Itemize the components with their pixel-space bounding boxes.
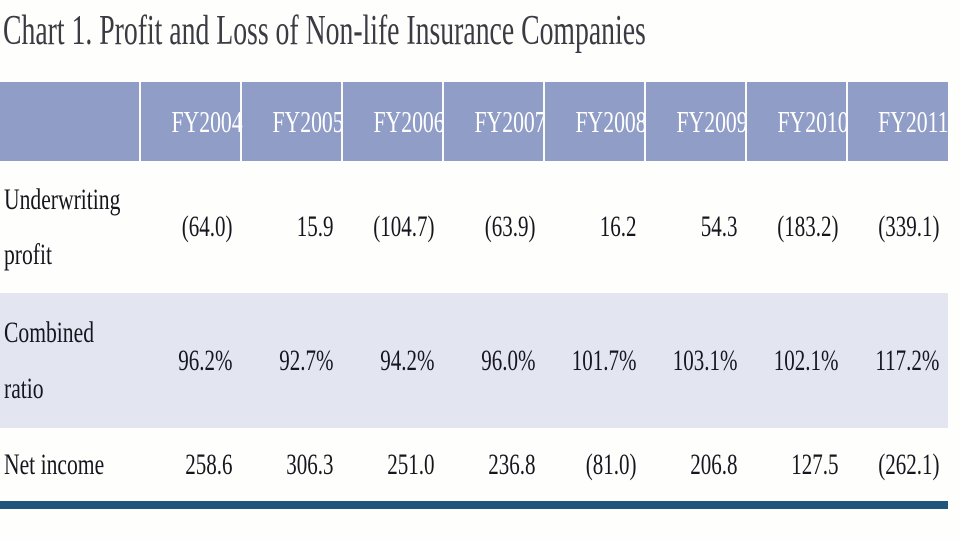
table-cell: (81.0) <box>544 428 645 505</box>
table-cell-value: 117.2% <box>875 343 939 377</box>
column-header-label: FY2005 <box>272 103 344 139</box>
table-cell-value: 101.7% <box>571 343 637 377</box>
row-label-text: Underwriting profit <box>4 172 120 283</box>
table-cell: (63.9) <box>443 161 544 293</box>
table-cell-value: (63.9) <box>484 210 535 243</box>
table-cell: 92.7% <box>241 293 342 428</box>
table-cell: 101.7% <box>544 293 645 428</box>
table-cell-value: (183.2) <box>776 210 838 243</box>
table-cell: 206.8 <box>645 428 746 505</box>
table-cell-value: 306.3 <box>285 447 333 481</box>
table-cell: (183.2) <box>746 161 847 293</box>
table-row: Net income 258.6 306.3 251.0 236.8 (81.0) 206.… <box>0 428 948 505</box>
table-row: Underwriting profit (64.0) 15.9 (104.7) (63.9… <box>0 161 948 293</box>
column-header-6: FY2010 <box>746 82 849 161</box>
table-cell: 16.2 <box>544 161 645 293</box>
column-header-4: FY2008 <box>544 82 647 161</box>
table-cell: 54.3 <box>645 161 746 293</box>
row-label: Net income <box>0 428 140 505</box>
table-cell-value: 96.0% <box>480 343 535 377</box>
table-cell-value: (262.1) <box>877 447 939 481</box>
table-row: Combined ratio 96.2% 92.7% 94.2% 96.0% 101.7% 1… <box>0 293 948 428</box>
table-cell-value: 92.7% <box>278 343 333 377</box>
table-cell: 15.9 <box>241 161 342 293</box>
column-header-label: FY2006 <box>373 103 445 139</box>
row-label-line: profit <box>4 238 52 271</box>
table-cell: 96.2% <box>140 293 241 428</box>
column-header-label: FY2008 <box>575 103 647 139</box>
table-cell-value: 15.9 <box>296 210 333 243</box>
table-cell-value: 94.2% <box>379 343 434 377</box>
column-header-7: FY2011 <box>847 82 948 161</box>
table-cell-value: 236.8 <box>487 447 535 481</box>
table-cell-value: 127.5 <box>790 447 838 481</box>
table-cell-value: (339.1) <box>877 210 939 243</box>
table-cell-value: 96.2% <box>177 343 232 377</box>
column-header-label: FY2011 <box>878 103 949 139</box>
table-cell-value: 54.3 <box>700 210 737 243</box>
table-cell-value: (64.0) <box>181 210 232 243</box>
column-header-label: FY2007 <box>474 103 546 139</box>
table-corner-cell <box>0 82 141 161</box>
column-header-2: FY2006 <box>342 82 445 161</box>
page-title: Chart 1. Profit and Loss of Non-life Ins… <box>3 7 960 59</box>
table-cell-value: 102.1% <box>773 343 839 377</box>
table-cell: (339.1) <box>847 161 948 293</box>
table-cell: 103.1% <box>645 293 746 428</box>
table-header-row: FY2004 FY2005 FY2006 FY2007 FY2008 FY2009 FY20… <box>0 82 948 161</box>
table-cell: 102.1% <box>746 293 847 428</box>
table-cell-value: 251.0 <box>386 447 434 481</box>
profit-loss-table: FY2004 FY2005 FY2006 FY2007 FY2008 FY2009 FY20… <box>0 82 948 509</box>
page-title-text: Chart 1. Profit and Loss of Non-life Ins… <box>3 8 646 54</box>
table-cell: 117.2% <box>847 293 948 428</box>
column-header-label: FY2009 <box>676 103 748 139</box>
table-cell-value: 103.1% <box>672 343 738 377</box>
table-cell: 236.8 <box>443 428 544 505</box>
row-label: Underwriting profit <box>0 161 140 293</box>
row-label-line: ratio <box>4 371 44 405</box>
column-header-5: FY2009 <box>645 82 748 161</box>
table-cell: 306.3 <box>241 428 342 505</box>
table-cell: (64.0) <box>140 161 241 293</box>
table-cell: 127.5 <box>746 428 847 505</box>
table-cell: 251.0 <box>342 428 443 505</box>
column-header-0: FY2004 <box>140 82 243 161</box>
table-cell-value: 206.8 <box>689 447 737 481</box>
table-cell: 94.2% <box>342 293 443 428</box>
row-label-text: Combined ratio <box>4 305 94 416</box>
column-header-label: FY2010 <box>777 103 849 139</box>
table-cell-value: 258.6 <box>184 447 232 481</box>
table-cell: 258.6 <box>140 428 241 505</box>
column-header-3: FY2007 <box>443 82 546 161</box>
row-label-line: Combined <box>4 316 94 349</box>
table-cell-value: (81.0) <box>585 447 636 481</box>
row-label-text: Net income <box>4 437 104 493</box>
table-cell-value: (104.7) <box>372 210 434 243</box>
table-cell: 96.0% <box>443 293 544 428</box>
column-header-1: FY2005 <box>241 82 344 161</box>
table-cell: (104.7) <box>342 161 443 293</box>
table-cell: (262.1) <box>847 428 948 505</box>
document-page: Chart 1. Profit and Loss of Non-life Ins… <box>0 7 960 540</box>
table-cell-value: 16.2 <box>599 210 636 243</box>
row-label: Combined ratio <box>0 293 140 428</box>
column-header-label: FY2004 <box>171 103 243 139</box>
row-label-line: Net income <box>4 447 105 481</box>
row-label-line: Underwriting <box>4 182 121 216</box>
